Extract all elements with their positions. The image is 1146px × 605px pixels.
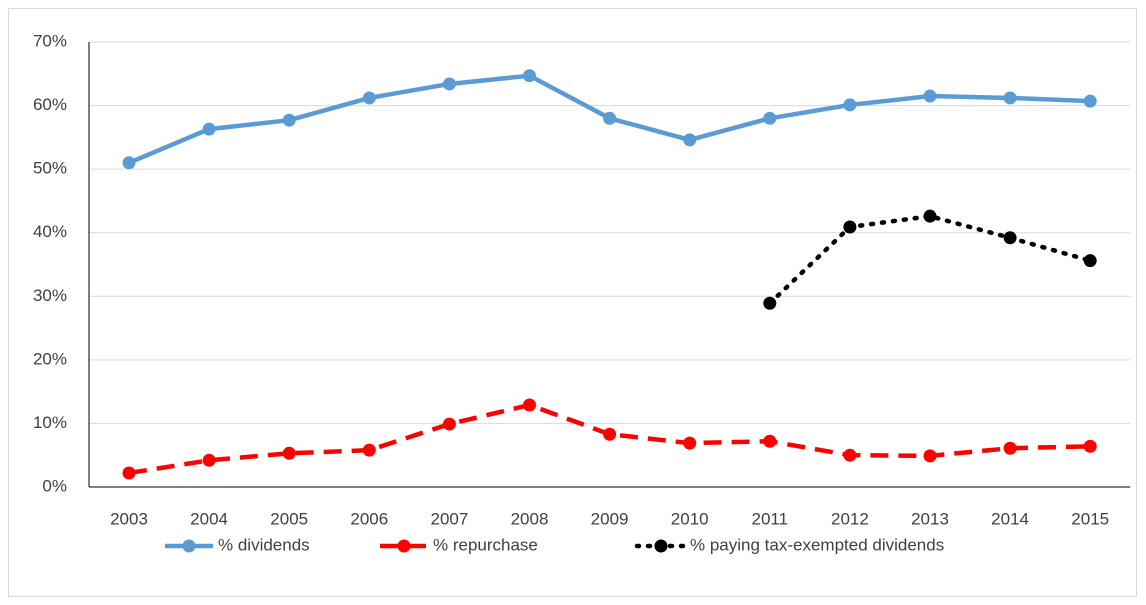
data-point xyxy=(282,446,296,460)
y-tick-label: 60% xyxy=(33,95,67,114)
legend-label: % repurchase xyxy=(433,535,538,554)
x-tick-label: 2004 xyxy=(190,509,228,528)
y-tick-label: 20% xyxy=(33,349,67,368)
data-point xyxy=(1083,94,1097,108)
y-tick-label: 10% xyxy=(33,413,67,432)
y-tick-label: 30% xyxy=(33,286,67,305)
x-tick-label: 2013 xyxy=(911,509,949,528)
data-point xyxy=(1083,439,1097,453)
legend-marker xyxy=(397,539,411,553)
data-point xyxy=(843,98,857,112)
x-tick-label: 2010 xyxy=(671,509,709,528)
data-point xyxy=(1003,91,1017,105)
data-point xyxy=(843,220,857,234)
data-point xyxy=(763,296,777,310)
data-point xyxy=(202,453,216,467)
x-tick-label: 2006 xyxy=(350,509,388,528)
data-point xyxy=(923,449,937,463)
data-point xyxy=(122,156,136,170)
data-point xyxy=(1083,254,1097,268)
data-point xyxy=(523,69,536,83)
x-tick-label: 2015 xyxy=(1071,509,1109,528)
data-point xyxy=(122,466,136,480)
data-point xyxy=(282,113,296,127)
x-tick-label: 2012 xyxy=(831,509,869,528)
x-tick-label: 2014 xyxy=(991,509,1029,528)
data-point xyxy=(683,133,697,147)
chart-border xyxy=(8,8,1137,597)
x-tick-label: 2011 xyxy=(752,509,789,528)
data-point xyxy=(763,434,777,448)
data-point xyxy=(1003,441,1017,455)
legend-label: % paying tax-exempted dividends xyxy=(690,535,944,554)
data-point xyxy=(362,443,376,457)
data-point xyxy=(362,91,376,105)
data-point xyxy=(1003,231,1017,245)
y-tick-label: 40% xyxy=(33,222,67,241)
data-point xyxy=(843,448,857,462)
y-tick-label: 0% xyxy=(42,476,67,495)
legend-marker xyxy=(182,539,196,553)
x-tick-label: 2009 xyxy=(591,509,629,528)
x-tick-label: 2007 xyxy=(430,509,468,528)
data-point xyxy=(603,111,617,125)
data-point xyxy=(442,417,456,431)
y-tick-label: 50% xyxy=(33,159,67,178)
x-tick-label: 2005 xyxy=(270,509,308,528)
x-tick-label: 2008 xyxy=(511,509,549,528)
y-tick-label: 70% xyxy=(33,31,67,50)
x-tick-label: 2003 xyxy=(110,509,148,528)
data-point xyxy=(763,111,777,125)
data-point xyxy=(442,77,456,91)
data-point xyxy=(603,427,617,441)
legend-marker xyxy=(654,539,668,553)
data-point xyxy=(523,398,536,412)
legend-label: % dividends xyxy=(218,535,310,554)
data-point xyxy=(683,436,697,450)
data-point xyxy=(923,209,937,223)
data-point xyxy=(202,122,216,136)
data-point xyxy=(923,89,937,103)
